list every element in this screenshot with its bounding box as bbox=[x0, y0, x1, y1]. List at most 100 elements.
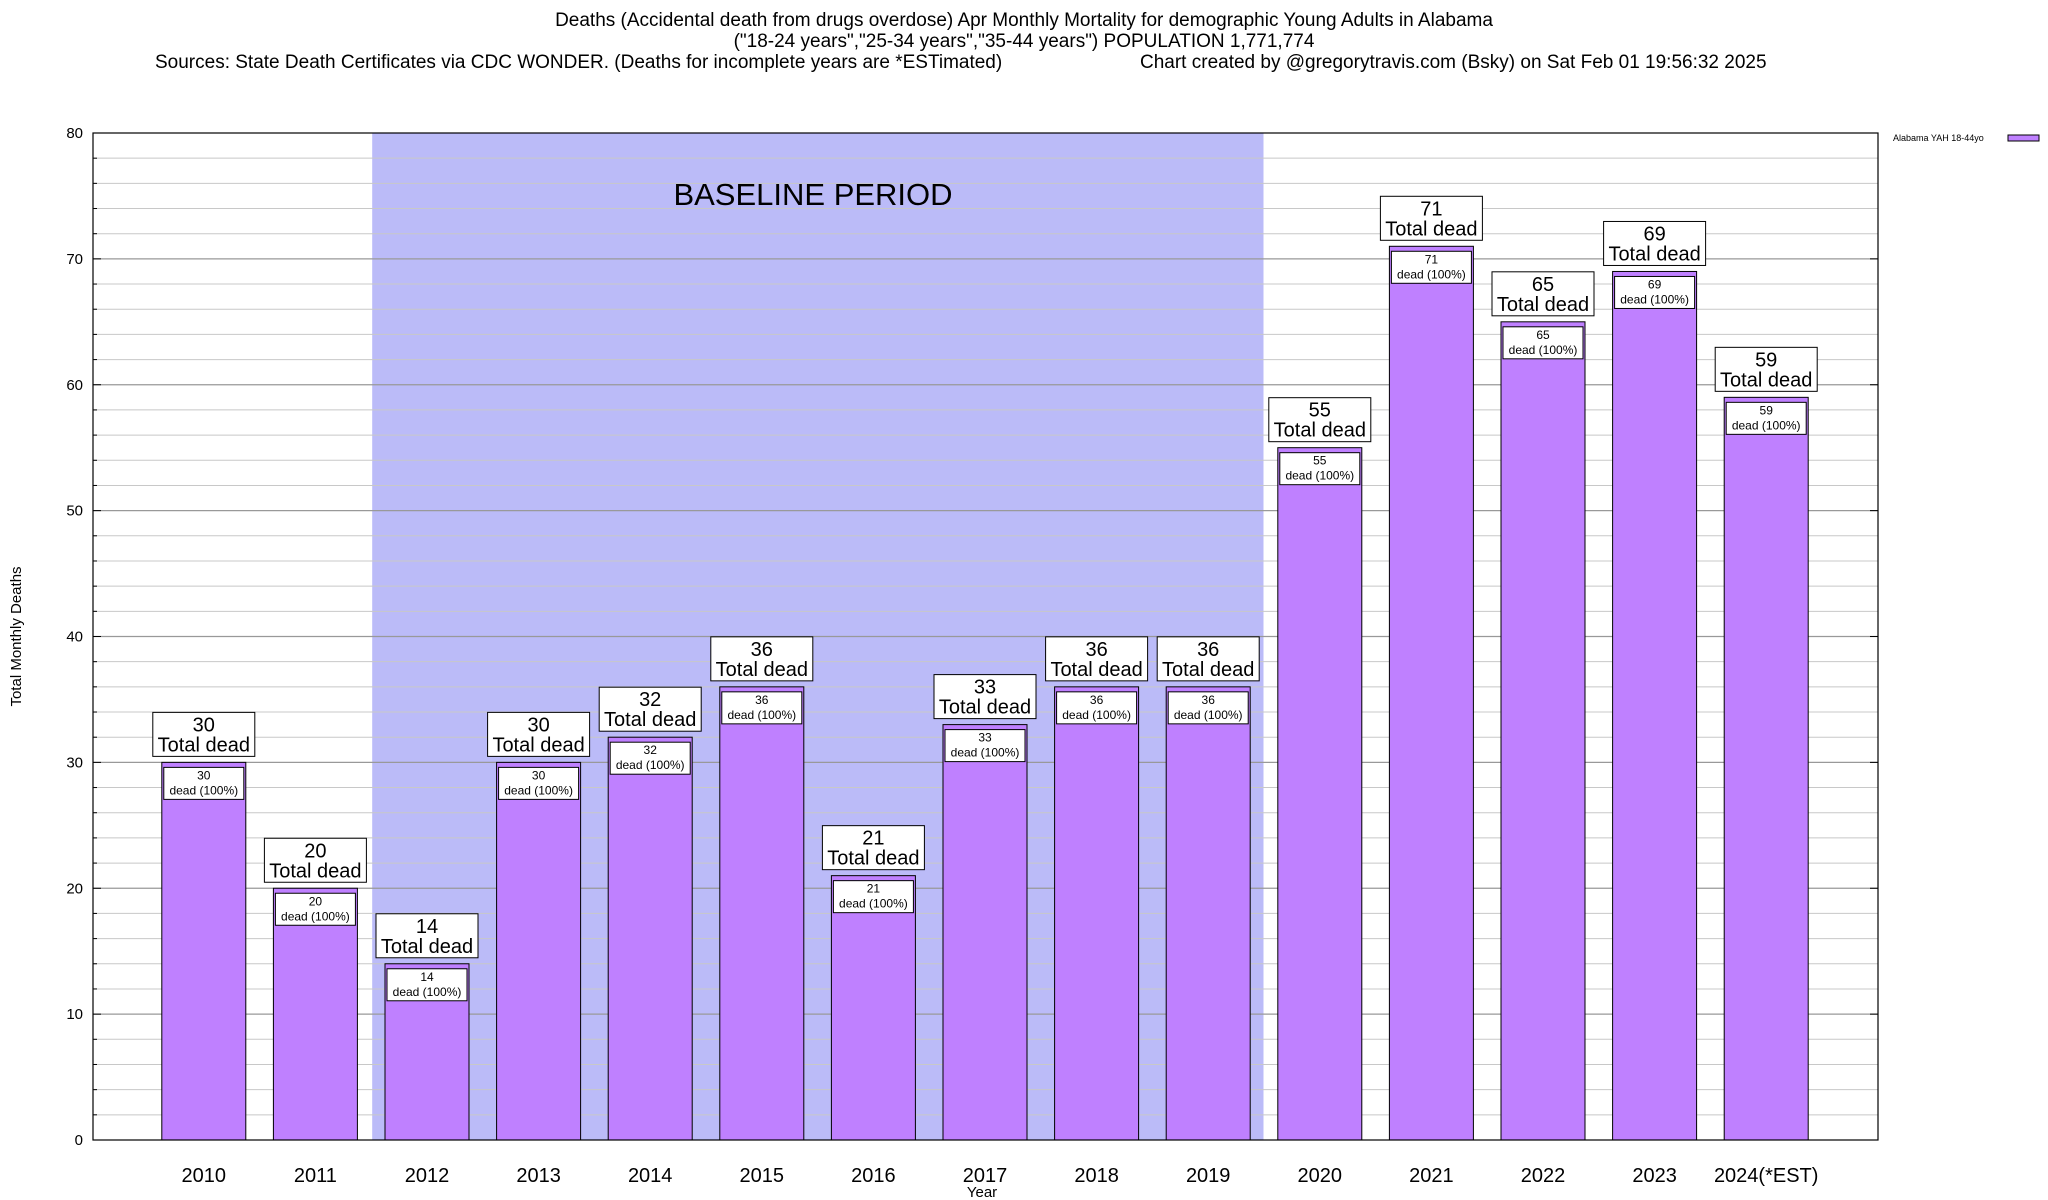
bar-total-label-box bbox=[821, 825, 925, 871]
bar-inner-value: 69 bbox=[1648, 277, 1662, 291]
bar-total-label-box bbox=[598, 686, 702, 732]
bar-inner-label: dead (100%) bbox=[1285, 469, 1354, 483]
y-tick-label: 80 bbox=[66, 125, 83, 142]
bar-inner-value: 59 bbox=[1760, 403, 1774, 417]
bar-total-label: Total dead bbox=[158, 734, 250, 756]
bar bbox=[1165, 686, 1251, 1141]
x-tick-label: 2015 bbox=[740, 1165, 785, 1187]
bar-inner-value: 33 bbox=[978, 731, 992, 745]
bar-inner-label-box bbox=[274, 892, 356, 926]
bar-total-label: Total dead bbox=[1274, 420, 1366, 442]
bar-total-label-box bbox=[1156, 636, 1260, 682]
bar-inner-label-box bbox=[944, 729, 1026, 763]
plot-frame bbox=[92, 132, 1879, 1141]
legend: Alabama YAH 18-44yo bbox=[1893, 133, 2040, 143]
bar-total-value: 20 bbox=[304, 840, 326, 862]
bar-inner-value: 30 bbox=[532, 768, 546, 782]
bar-inner-label-box bbox=[163, 766, 245, 800]
x-tick-label: 2020 bbox=[1298, 1165, 1343, 1187]
x-tick-label: 2017 bbox=[963, 1165, 1008, 1187]
bar-inner-value: 36 bbox=[1090, 693, 1104, 707]
y-tick-label: 40 bbox=[66, 629, 83, 646]
bar-total-value: 14 bbox=[416, 916, 438, 938]
bar-total-label-box bbox=[1603, 220, 1707, 266]
bar-total-label: Total dead bbox=[604, 709, 696, 731]
bar-inner-label-box bbox=[386, 968, 468, 1002]
chart-title-line-2: ("18-24 years","25-34 years","35-44 year… bbox=[733, 31, 1315, 52]
bar bbox=[1612, 270, 1698, 1141]
bar-inner-label: dead (100%) bbox=[1062, 708, 1131, 722]
bar bbox=[161, 761, 247, 1141]
bar-total-label-box bbox=[375, 913, 479, 959]
bar-inner-label-box bbox=[1167, 691, 1249, 725]
bar-total-value: 21 bbox=[862, 828, 884, 850]
y-tick-label: 20 bbox=[66, 880, 83, 897]
bar-inner-value: 36 bbox=[1202, 693, 1216, 707]
chart-credit: Chart created by @gregorytravis.com (Bsk… bbox=[1140, 52, 1767, 73]
bar bbox=[942, 724, 1028, 1141]
bar bbox=[607, 736, 693, 1141]
bar-inner-value: 65 bbox=[1536, 328, 1550, 342]
x-tick-label: 2024(*EST) bbox=[1714, 1165, 1819, 1187]
bar-inner-label: dead (100%) bbox=[1732, 418, 1801, 432]
bar-inner-label-box bbox=[721, 691, 803, 725]
x-tick-label: 2012 bbox=[405, 1165, 450, 1187]
bar-total-value: 71 bbox=[1420, 198, 1442, 220]
bar-inner-label: dead (100%) bbox=[951, 746, 1020, 760]
bar-total-label: Total dead bbox=[381, 936, 473, 958]
bar-inner-value: 55 bbox=[1313, 454, 1327, 468]
bar-total-label-box bbox=[263, 837, 367, 883]
bar bbox=[1723, 396, 1809, 1141]
x-tick-label: 2019 bbox=[1186, 1165, 1231, 1187]
bar-total-label: Total dead bbox=[827, 848, 919, 870]
bar-inner-label-box bbox=[1279, 452, 1361, 486]
bar-inner-value: 30 bbox=[197, 768, 211, 782]
bar-total-value: 36 bbox=[1197, 639, 1219, 661]
legend-label: Alabama YAH 18-44yo bbox=[1893, 133, 1984, 143]
x-tick-label: 2013 bbox=[516, 1165, 561, 1187]
bar-inner-label: dead (100%) bbox=[281, 909, 350, 923]
x-tick-label: 2010 bbox=[182, 1165, 227, 1187]
y-tick-label: 30 bbox=[66, 754, 83, 771]
bar-inner-label-box bbox=[1725, 401, 1807, 435]
bar-total-label-box bbox=[933, 674, 1037, 720]
bar-total-label: Total dead bbox=[269, 860, 361, 882]
bar-total-label: Total dead bbox=[1050, 659, 1142, 681]
bar-inner-label-box bbox=[1056, 691, 1138, 725]
bar-total-label: Total dead bbox=[1497, 294, 1589, 316]
bar-inner-label: dead (100%) bbox=[1509, 343, 1578, 357]
y-tick-label: 10 bbox=[66, 1006, 83, 1023]
bar-total-label-box bbox=[1491, 271, 1595, 317]
baseline-period-label: BASELINE PERIOD bbox=[673, 177, 952, 212]
chart-sources: Sources: State Death Certificates via CD… bbox=[155, 52, 1003, 73]
bar-inner-label: dead (100%) bbox=[616, 758, 685, 772]
bar-total-label-box bbox=[1379, 195, 1483, 241]
bar-inner-value: 71 bbox=[1425, 252, 1439, 266]
y-axis-title: Total Monthly Deaths bbox=[8, 566, 25, 706]
bar-inner-label: dead (100%) bbox=[169, 783, 238, 797]
bar-inner-value: 32 bbox=[644, 743, 658, 757]
bar bbox=[1500, 321, 1586, 1141]
bar-total-label-box bbox=[1045, 636, 1149, 682]
bar-inner-label-box bbox=[1390, 250, 1472, 284]
bar-inner-label: dead (100%) bbox=[727, 708, 796, 722]
bar-total-value: 55 bbox=[1309, 400, 1331, 422]
bar bbox=[272, 887, 358, 1141]
bar-total-value: 69 bbox=[1643, 223, 1665, 245]
bar-inner-value: 36 bbox=[755, 693, 769, 707]
bar-inner-value: 21 bbox=[867, 882, 881, 896]
bar-inner-label-box bbox=[498, 766, 580, 800]
